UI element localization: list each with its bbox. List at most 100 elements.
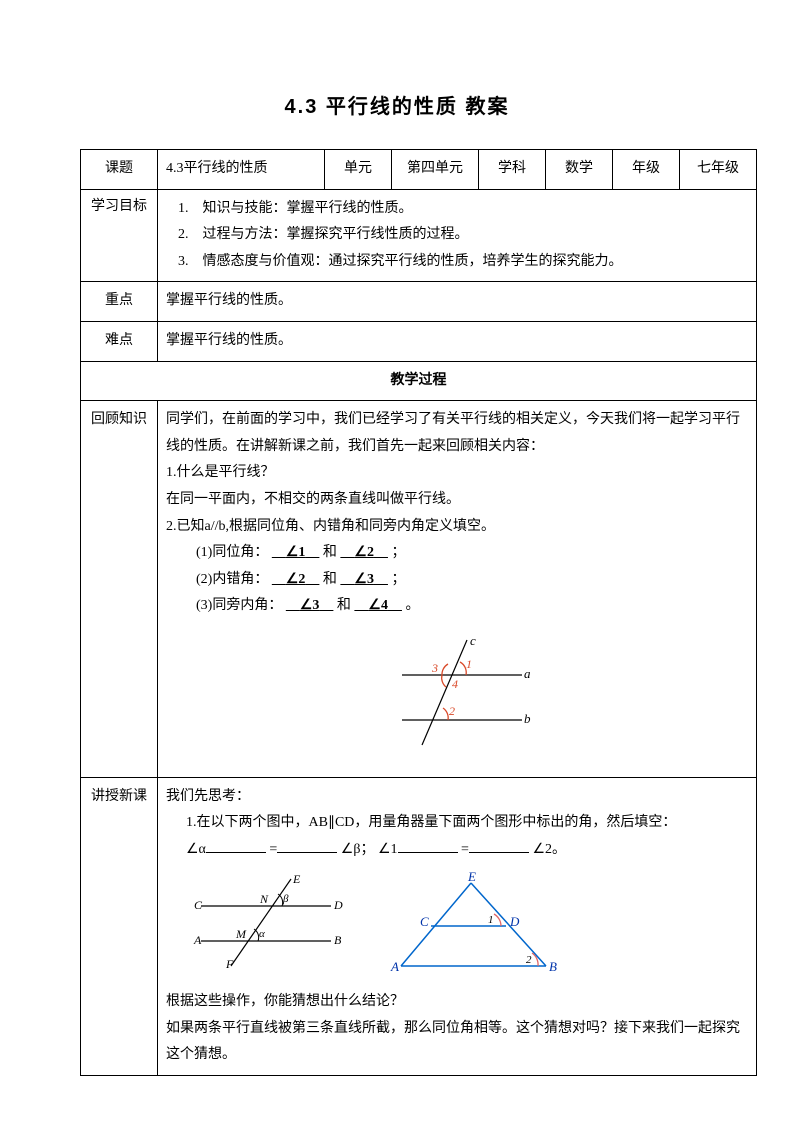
review-q2: 2.已知a//b,根据同位角、内错角和同旁内角定义填空。 (166, 514, 748, 541)
review-content: 同学们，在前面的学习中，我们已经学习了有关平行线的相关定义，今天我们将一起学习平… (158, 401, 757, 777)
difficulty-row: 难点 掌握平行线的性质。 (81, 321, 757, 361)
lbl-1: 1 (488, 914, 494, 926)
blank-val: ∠3 (300, 598, 320, 613)
label-ang2: 2 (449, 704, 455, 718)
item-suffix: 。 (405, 598, 419, 613)
goals-content: 1. 知识与技能：掌握平行线的性质。 2. 过程与方法：掌握探究平行线性质的过程… (158, 189, 757, 282)
goals-row: 学习目标 1. 知识与技能：掌握平行线的性质。 2. 过程与方法：掌握探究平行线… (81, 189, 757, 282)
blank (398, 852, 458, 853)
lbl-N: N (259, 892, 269, 906)
goal-item: 2. 过程与方法：掌握探究平行线性质的过程。 (178, 222, 748, 249)
item-suffix: ； (391, 545, 405, 560)
item-prefix: (3)同旁内角： (196, 598, 282, 613)
keypoint-label: 重点 (81, 282, 158, 322)
review-intro: 同学们，在前面的学习中，我们已经学习了有关平行线的相关定义，今天我们将一起学习平… (166, 407, 748, 460)
goal-3: 情感态度与价值观：通过探究平行线的性质，培养学生的探究能力。 (203, 254, 623, 269)
blank-val: ∠4 (368, 598, 388, 613)
item-mid: 和 (323, 572, 337, 587)
goal-1: 知识与技能：掌握平行线的性质。 (203, 201, 413, 216)
difficulty-value: 掌握平行线的性质。 (158, 321, 757, 361)
review-label: 回顾知识 (81, 401, 158, 777)
unit-value: 第四单元 (392, 150, 479, 190)
process-header: 教学过程 (81, 361, 757, 401)
lbl-D: D (333, 898, 343, 912)
lbl-D: D (509, 914, 520, 929)
goal-item: 3. 情感态度与价值观：通过探究平行线的性质，培养学生的探究能力。 (178, 249, 748, 276)
keypoint-row: 重点 掌握平行线的性质。 (81, 282, 757, 322)
conclusion-2: 如果两条平行直线被第三条直线所截，那么同位角相等。这个猜想对吗？接下来我们一起探… (166, 1016, 748, 1069)
unit-label: 单元 (325, 150, 392, 190)
review-row: 回顾知识 同学们，在前面的学习中，我们已经学习了有关平行线的相关定义，今天我们将… (81, 401, 757, 777)
task-text: 1.在以下两个图中，AB∥CD，用量角器量下面两个图形中标出的角，然后填空： (186, 810, 748, 837)
review-q1: 1.什么是平行线？ (166, 460, 748, 487)
lbl-alpha: α (259, 928, 265, 940)
label-c: c (470, 633, 476, 648)
review-item: (1)同位角： ∠1 和 ∠2 ； (196, 540, 748, 567)
item-blank: ∠3 (286, 598, 334, 613)
page-title: 4.3 平行线的性质 教案 (80, 90, 714, 119)
think-text: 我们先思考： (166, 784, 748, 811)
lbl-E: E (292, 872, 301, 886)
blank-val: ∠2 (286, 572, 306, 587)
parallel-lines-diagram: c a b 1 3 4 2 (372, 630, 542, 750)
lbl-C: C (420, 914, 429, 929)
review-a1: 在同一平面内，不相交的两条直线叫做平行线。 (166, 487, 748, 514)
process-header-row: 教学过程 (81, 361, 757, 401)
review-diagram: c a b 1 3 4 2 (166, 630, 748, 761)
fill-a: ∠α (186, 842, 206, 857)
label-ang4: 4 (452, 677, 458, 691)
fill-c: ∠1 (378, 842, 398, 857)
difficulty-label: 难点 (81, 321, 158, 361)
goals-label-text: 学习目标 (91, 199, 147, 214)
item-mid: 和 (337, 598, 351, 613)
label-ang3: 3 (431, 661, 438, 675)
blank (206, 852, 266, 853)
diagram-row: E C N D A M B F β α (186, 871, 748, 981)
item-blank: ∠2 (340, 545, 388, 560)
review-item: (2)内错角： ∠2 和 ∠3 ； (196, 567, 748, 594)
fill-d: ∠2。 (532, 842, 566, 857)
lbl-2: 2 (526, 954, 532, 966)
lbl-A: A (390, 959, 399, 974)
lbl-M: M (235, 927, 247, 941)
subject-label: 学科 (479, 150, 546, 190)
lbl-beta: β (282, 893, 289, 905)
lbl-B: B (549, 959, 557, 974)
item-blank: ∠3 (340, 572, 388, 587)
newlesson-label: 讲授新课 (81, 777, 158, 1076)
blank (469, 852, 529, 853)
item-suffix: ； (391, 572, 405, 587)
blank-val: ∠1 (286, 545, 306, 560)
item-blank: ∠2 (272, 572, 320, 587)
left-diagram: E C N D A M B F β α (186, 871, 356, 971)
lbl-C: C (194, 898, 203, 912)
grade-value: 七年级 (680, 150, 757, 190)
goal-2: 过程与方法：掌握探究平行线性质的过程。 (203, 227, 469, 242)
topic-value: 4.3平行线的性质 (158, 150, 325, 190)
fill-b: ∠β； (341, 842, 375, 857)
conclusion-1: 根据这些操作，你能猜想出什么结论？ (166, 989, 748, 1016)
subject-value: 数学 (546, 150, 613, 190)
goals-label: 学习目标 (81, 189, 158, 282)
topic-label: 课题 (81, 150, 158, 190)
label-a: a (524, 666, 531, 681)
item-prefix: (1)同位角： (196, 545, 268, 560)
fill-eq: = (269, 842, 277, 857)
fill-line: ∠α = ∠β； ∠1 = ∠2。 (186, 837, 748, 864)
item-mid: 和 (323, 545, 337, 560)
lbl-E: E (467, 871, 476, 884)
newlesson-row: 讲授新课 我们先思考： 1.在以下两个图中，AB∥CD，用量角器量下面两个图形中… (81, 777, 757, 1076)
lesson-table: 课题 4.3平行线的性质 单元 第四单元 学科 数学 年级 七年级 学习目标 1… (80, 149, 757, 1076)
blank (277, 852, 337, 853)
grade-label: 年级 (613, 150, 680, 190)
label-b: b (524, 711, 531, 726)
lbl-A: A (193, 933, 202, 947)
item-prefix: (2)内错角： (196, 572, 268, 587)
item-blank: ∠1 (272, 545, 320, 560)
blank-val: ∠2 (354, 545, 374, 560)
newlesson-content: 我们先思考： 1.在以下两个图中，AB∥CD，用量角器量下面两个图形中标出的角，… (158, 777, 757, 1076)
review-item: (3)同旁内角： ∠3 和 ∠4 。 (196, 593, 748, 620)
label-ang1: 1 (466, 657, 472, 671)
lbl-B: B (334, 933, 342, 947)
keypoint-value: 掌握平行线的性质。 (158, 282, 757, 322)
